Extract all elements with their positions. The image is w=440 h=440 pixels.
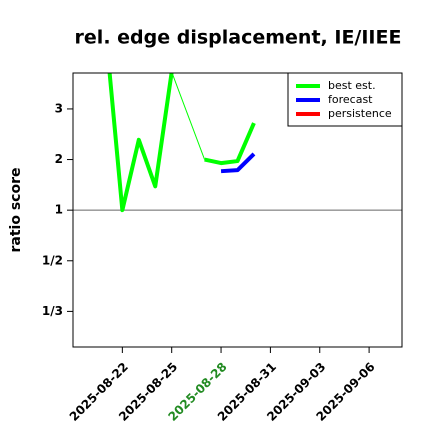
gap-bridge [171,73,206,160]
plot-frame [72,72,403,348]
legend-label: persistence [328,107,392,120]
series-line [220,152,256,174]
y-tick-label: 2 [55,152,63,166]
y-tick-label: 1/2 [42,253,63,267]
y-tick-label: 1 [55,203,63,217]
y-axis-label: ratio score [8,168,24,253]
plot-area [107,73,256,213]
legend-label: best est. [328,79,376,92]
y-tick-label: 1/3 [42,304,63,318]
legend-label: forecast [328,93,373,106]
chart-title: rel. edge displacement, IE/IIEE [75,27,402,49]
y-tick-label: 3 [55,101,63,115]
series-line [107,73,256,213]
